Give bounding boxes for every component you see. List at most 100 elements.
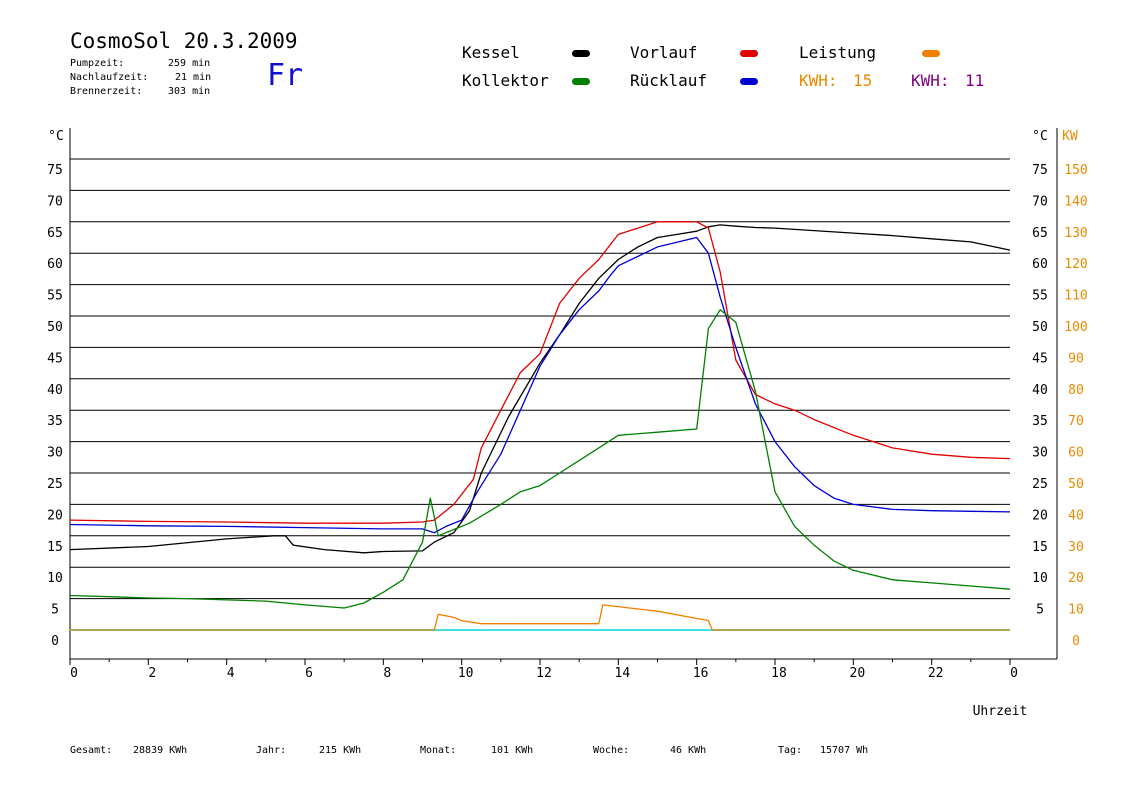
footer-value-gesamt: 28839 KWh [133,745,188,756]
legend-label-kessel: Kessel [462,43,520,62]
legend-label-leistung: Leistung [799,43,877,62]
legend-label-kollektor: Kollektor [462,71,549,90]
y-tick-left-70: 70 [47,194,63,209]
series-line-kollektor [69,309,1011,609]
x-tick-6: 12 [536,666,552,681]
series-line-kessel [69,224,1011,554]
footer-label-gesamt: Gesamt: [70,745,113,756]
stat-label-brennerzeit: Brennerzeit: [70,86,143,97]
y-tick-power-120: 120 [1064,257,1087,272]
y-tick-left-50: 50 [47,320,63,335]
y-tick-power-60: 60 [1068,446,1084,461]
x-tick-11: 22 [928,666,944,681]
y-tick-power-150: 150 [1064,163,1087,178]
x-tick-0: 0 [70,666,78,681]
x-tick-4: 8 [383,666,391,681]
y-tick-power-50: 50 [1068,477,1084,492]
y-tick-right-70: 70 [1032,194,1048,209]
kwh-value-purple: 11 [965,71,985,90]
y-tick-left-15: 15 [47,540,63,555]
series-line-rücklauf [69,236,1011,534]
y-tick-right-75: 75 [1032,163,1048,178]
y-tick-right-50: 50 [1032,320,1048,335]
y-tick-right-65: 65 [1032,226,1048,241]
y-tick-right-5: 5 [1036,603,1044,618]
footer-label-jahr: Jahr: [256,745,287,756]
x-tick-1: 2 [148,666,156,681]
y-tick-left-65: 65 [47,226,63,241]
y-tick-right-45: 45 [1032,351,1048,366]
y-tick-right-25: 25 [1032,477,1048,492]
kwh-value-leistung: 15 [853,71,873,90]
chart-title: CosmoSol 20.3.2009 [70,29,298,53]
y-tick-right-10: 10 [1032,571,1048,586]
y-tick-power-40: 40 [1068,508,1084,523]
legend-label-ruecklauf: Rücklauf [630,71,708,90]
y-tick-power-0: 0 [1072,634,1080,649]
y-tick-power-20: 20 [1068,571,1084,586]
stat-label-nachlaufzeit: Nachlaufzeit: [70,72,149,83]
y-tick-left-45: 45 [47,351,63,366]
footer-value-monat: 101 KWh [491,745,534,756]
y-tick-left-0: 0 [51,634,59,649]
y-tick-right-15: 15 [1032,540,1048,555]
y-tick-left-40: 40 [47,383,63,398]
y-tick-left-20: 20 [47,508,63,523]
legend-swatch-vorlauf [740,50,758,57]
y-tick-right-20: 20 [1032,508,1048,523]
y-tick-left-30: 30 [47,446,63,461]
y-tick-right-55: 55 [1032,289,1048,304]
legend-label-vorlauf: Vorlauf [630,43,698,62]
stat-label-pumpzeit: Pumpzeit: [70,58,125,69]
stat-value-pumpzeit: 259 min [168,58,211,69]
x-tick-7: 14 [615,666,631,681]
legend-swatch-kessel [572,50,590,57]
weekday-label: Fr [267,58,304,93]
footer-value-tag: 15707 Wh [820,745,869,756]
y-unit-right-power: KW [1062,129,1078,144]
y-tick-left-75: 75 [47,163,63,178]
x-tick-8: 16 [693,666,709,681]
footer-label-tag: Tag: [778,745,803,756]
y-tick-left-25: 25 [47,477,63,492]
x-tick-12: 0 [1010,666,1018,681]
y-tick-left-10: 10 [47,571,63,586]
footer-label-monat: Monat: [420,745,457,756]
legend-swatch-leistung [922,50,940,57]
y-tick-right-40: 40 [1032,383,1048,398]
x-tick-9: 18 [771,666,787,681]
y-tick-right-35: 35 [1032,414,1048,429]
footer-value-jahr: 215 KWh [319,745,362,756]
x-tick-5: 10 [458,666,474,681]
y-tick-power-30: 30 [1068,540,1084,555]
y-tick-right-30: 30 [1032,446,1048,461]
y-tick-power-100: 100 [1064,320,1087,335]
x-axis-label: Uhrzeit [973,704,1028,719]
kwh-label-leistung: KWH: [799,71,838,90]
footer-label-woche: Woche: [593,745,630,756]
y-tick-power-110: 110 [1064,289,1087,304]
y-tick-power-10: 10 [1068,603,1084,618]
legend-swatch-kollektor [572,78,590,85]
legend-swatch-ruecklauf [740,78,758,85]
footer-value-woche: 46 KWh [670,745,707,756]
y-unit-right-temp: °C [1032,129,1048,144]
x-tick-3: 6 [305,666,313,681]
y-tick-power-130: 130 [1064,226,1087,241]
y-tick-left-60: 60 [47,257,63,272]
y-tick-power-90: 90 [1068,351,1084,366]
series-line-vorlauf [69,221,1011,524]
y-tick-left-5: 5 [51,603,59,618]
y-tick-power-140: 140 [1064,194,1087,209]
y-tick-left-55: 55 [47,289,63,304]
y-tick-left-35: 35 [47,414,63,429]
series-line-leistung [70,604,1010,631]
x-tick-2: 4 [227,666,235,681]
y-unit-left: °C [48,129,64,144]
stat-value-nachlaufzeit: 21 min [175,72,212,83]
x-tick-10: 20 [850,666,866,681]
y-tick-right-60: 60 [1032,257,1048,272]
y-tick-power-80: 80 [1068,383,1084,398]
y-tick-power-70: 70 [1068,414,1084,429]
